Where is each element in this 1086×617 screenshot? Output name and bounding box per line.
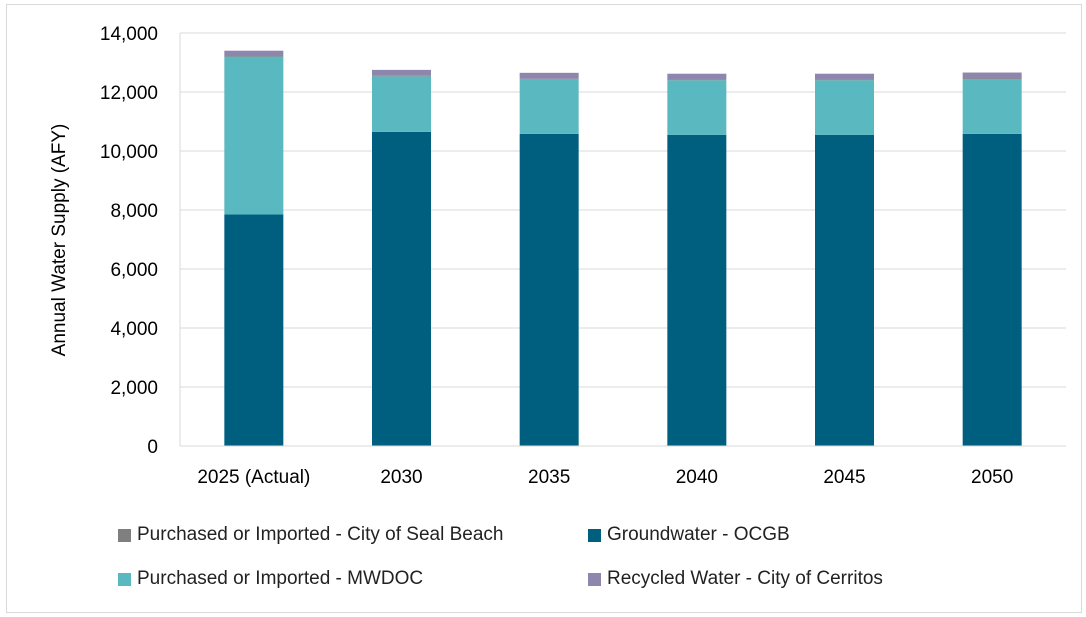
legend-item: Purchased or Imported - City of Seal Bea… (118, 524, 503, 546)
bar-segment (667, 80, 727, 135)
bar-segment (224, 214, 284, 446)
x-tick-label: 2050 (971, 467, 1013, 488)
bar-segment (815, 73, 874, 80)
legend-swatch (118, 528, 131, 542)
legend-item: Recycled Water - City of Cerritos (588, 568, 883, 590)
bar-segment (372, 131, 431, 446)
legend-swatch (118, 572, 131, 586)
x-tick-label: 2025 (Actual) (197, 467, 310, 488)
legend-label: Purchased or Imported - MWDOC (137, 568, 424, 589)
x-tick-label: 2035 (528, 467, 570, 488)
bar-segment (372, 69, 431, 76)
bars (224, 50, 1022, 446)
y-tick-label: 2,000 (110, 378, 158, 399)
bar-segment (815, 79, 874, 81)
chart-frame (6, 4, 1082, 613)
bar-segment (815, 80, 874, 135)
y-tick-label: 10,000 (100, 142, 158, 163)
bar-segment (667, 73, 727, 80)
y-tick-label: 8,000 (110, 201, 158, 222)
bar-segment (667, 134, 727, 446)
bar-segment (519, 133, 579, 446)
bar-segment (815, 134, 874, 446)
x-tick-label: 2045 (823, 467, 865, 488)
x-tick-label: 2040 (676, 467, 718, 488)
bar-segment (962, 78, 1022, 80)
y-tick-label: 0 (147, 437, 158, 458)
bar-segment (372, 76, 431, 132)
legend-label: Groundwater - OCGB (607, 524, 790, 545)
bar-segment (224, 56, 284, 215)
legend-label: Recycled Water - City of Cerritos (607, 568, 883, 589)
bar-segment (667, 79, 727, 81)
x-tick-label: 2030 (380, 467, 422, 488)
bar-segment (962, 79, 1022, 134)
bar-segment (962, 72, 1022, 79)
bar-segment (224, 56, 284, 57)
gridlines (180, 32, 1066, 388)
y-tick-label: 14,000 (100, 24, 158, 45)
bar-segment (519, 72, 579, 79)
legend-swatch (588, 528, 601, 542)
y-tick-label: 12,000 (100, 83, 158, 104)
bar-segment (372, 75, 431, 77)
bar-segment (962, 133, 1022, 446)
legend-swatch (588, 572, 601, 586)
bar-segment (519, 79, 579, 134)
legend-item: Purchased or Imported - MWDOC (118, 568, 423, 590)
axes: 0 2,000 4,000 6,000 8,000 10,000 12,000 14,000 2… (100, 24, 1066, 488)
bar-segment (224, 50, 284, 57)
y-tick-label: 4,000 (110, 319, 158, 340)
y-axis-title: Annual Water Supply (AFY) (49, 124, 70, 357)
legend-label: Purchased or Imported - City of Seal Bea… (137, 524, 504, 545)
y-tick-label: 6,000 (110, 260, 158, 281)
bar-segment (519, 78, 579, 80)
legend-item: Groundwater - OCGB (588, 524, 790, 546)
